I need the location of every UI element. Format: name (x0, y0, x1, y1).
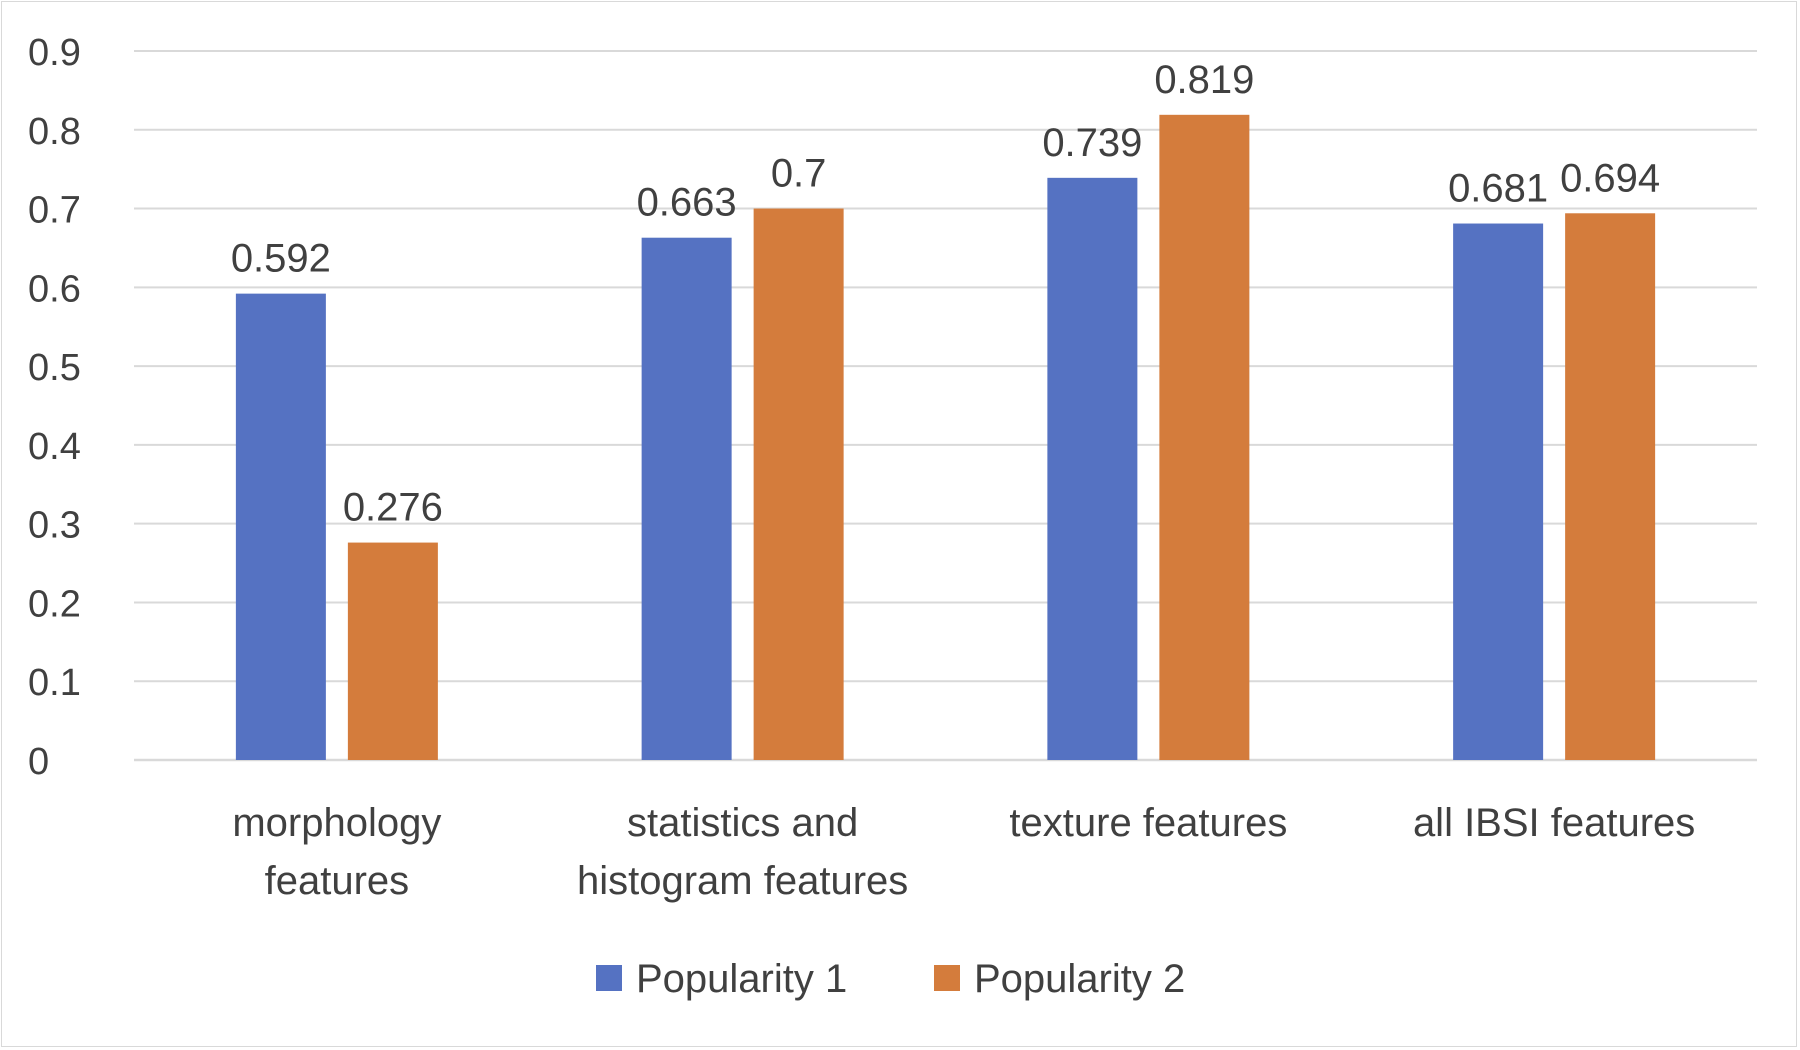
y-tick-label: 0.4 (28, 426, 81, 468)
y-tick-label: 0.8 (28, 111, 81, 153)
y-tick-label: 0.5 (28, 347, 81, 389)
data-label: 0.819 (1154, 58, 1254, 102)
data-label: 0.7 (771, 152, 827, 196)
legend: Popularity 1 Popularity 2 (596, 957, 1185, 1001)
category-label: statistics and (627, 801, 858, 845)
bar-1-1 (235, 293, 326, 760)
y-axis-tick-labels: 0 0.1 0.2 0.3 0.4 0.5 0.6 0.7 0.8 0.9 (28, 32, 81, 783)
bar-2-3 (1159, 114, 1250, 760)
category-label: histogram features (577, 859, 908, 903)
data-label: 0.694 (1560, 156, 1660, 200)
y-tick-label: 0.2 (28, 583, 81, 625)
y-tick-label: 0.1 (28, 662, 81, 704)
bars (235, 114, 1656, 761)
y-tick-label: 0.7 (28, 190, 81, 232)
category-label: texture features (1009, 801, 1287, 845)
category-label: morphology (232, 801, 441, 845)
y-tick-label: 0.9 (28, 32, 81, 74)
x-axis-category-labels: morphology features statistics and histogra… (232, 801, 1695, 903)
bar-2-2 (753, 208, 844, 761)
category-label: all IBSI features (1413, 801, 1695, 845)
data-label: 0.681 (1448, 167, 1548, 211)
data-label: 0.592 (231, 237, 331, 281)
y-tick-label: 0.3 (28, 505, 81, 547)
y-tick-label: 0 (28, 741, 49, 783)
category-label: features (265, 859, 410, 903)
legend-label-2: Popularity 2 (974, 957, 1185, 1001)
data-label: 0.276 (343, 486, 443, 530)
legend-label-1: Popularity 1 (636, 957, 847, 1001)
data-labels: 0.592 0.276 0.663 0.7 0.739 0.819 0.681 0.694 (231, 58, 1660, 530)
bar-1-2 (641, 237, 732, 760)
data-label: 0.663 (637, 181, 737, 225)
bar-2-1 (347, 542, 438, 760)
legend-swatch-2 (934, 965, 960, 991)
data-label: 0.739 (1042, 121, 1142, 165)
bar-2-4 (1565, 213, 1656, 760)
y-tick-label: 0.6 (28, 268, 81, 310)
bar-1-3 (1047, 177, 1138, 761)
bar-1-4 (1453, 223, 1544, 761)
legend-swatch-1 (596, 965, 622, 991)
